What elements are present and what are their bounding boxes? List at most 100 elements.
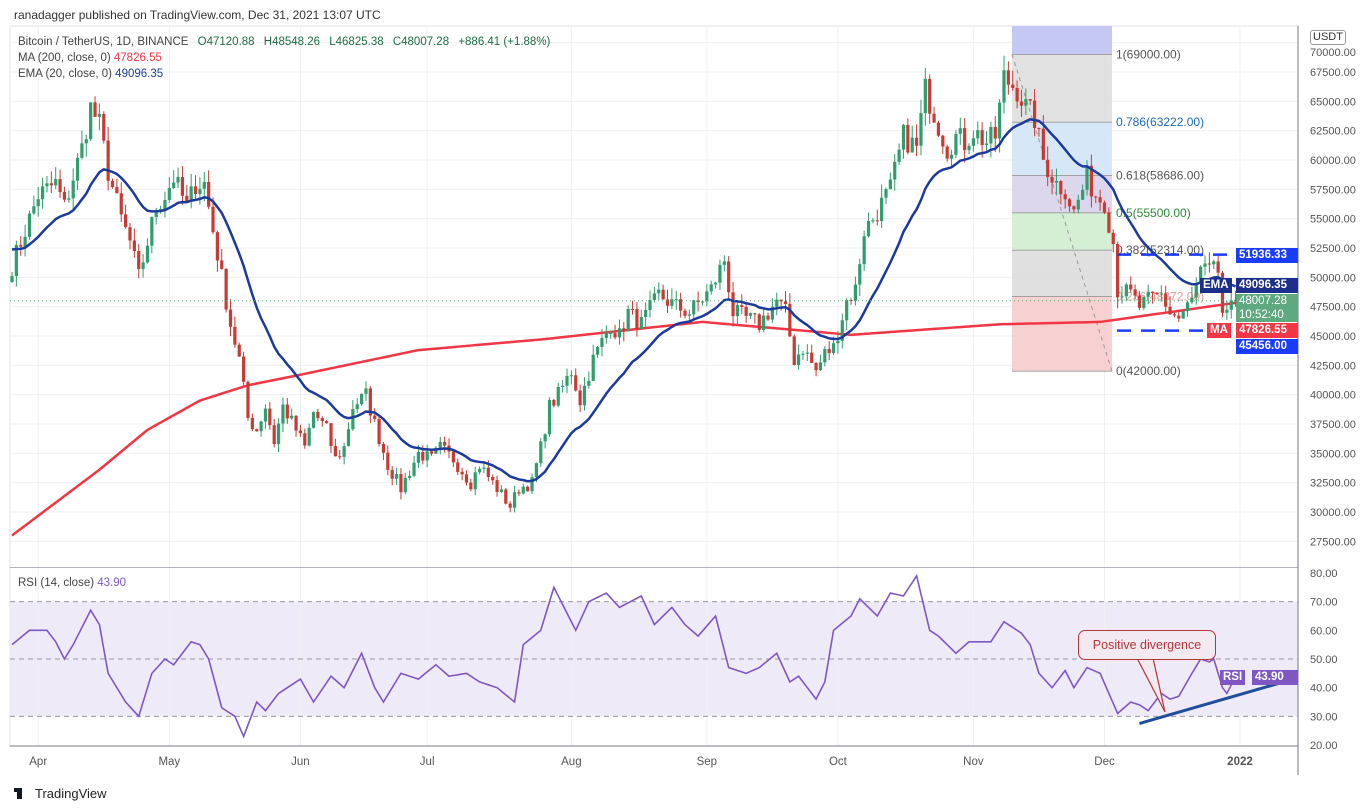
ma-tag-badge: MA xyxy=(1207,323,1231,338)
candle-body xyxy=(831,343,836,354)
candle-body xyxy=(1046,159,1050,178)
candle-body xyxy=(526,486,530,492)
candle-body xyxy=(626,308,630,332)
candle-body xyxy=(622,328,626,332)
candle-body xyxy=(866,220,871,237)
candle-body xyxy=(346,429,351,447)
footer-brand[interactable]: TradingView xyxy=(14,786,107,801)
currency-badge[interactable]: USDT xyxy=(1310,30,1346,45)
candle-body xyxy=(429,451,434,454)
positive-divergence-callout[interactable]: Positive divergence xyxy=(1078,630,1216,660)
candle-body xyxy=(1120,296,1124,298)
candle-body xyxy=(154,210,158,217)
candle-body xyxy=(303,433,307,446)
candle-body xyxy=(740,305,744,307)
candle-body xyxy=(1032,100,1037,129)
candle-body xyxy=(823,349,827,363)
candle-body xyxy=(329,423,333,447)
rsi-trendline[interactable] xyxy=(1139,680,1285,725)
ema20-line[interactable] xyxy=(11,118,1237,483)
candle-body xyxy=(290,415,294,419)
rsi-line[interactable] xyxy=(11,573,1237,739)
price-tick-label: 62500.00 xyxy=(1310,126,1356,138)
candle-body xyxy=(582,385,587,406)
candle-body xyxy=(333,446,337,457)
candle-body xyxy=(403,477,407,493)
candle-body xyxy=(670,299,674,306)
candle-body xyxy=(1168,306,1172,315)
fib-level-label: 0.618(58686.00) xyxy=(1116,168,1204,182)
candle-body xyxy=(377,419,381,444)
ohlc-change: +886.41 (+1.88%) xyxy=(458,36,551,48)
candle-body xyxy=(534,463,538,478)
candle-body xyxy=(897,149,901,162)
candle-body xyxy=(635,308,639,330)
candle-body xyxy=(1002,70,1006,103)
ohlc-open: O47120.88 xyxy=(197,36,255,48)
candle-body xyxy=(1212,261,1216,265)
candle-body xyxy=(963,128,967,151)
candle-body xyxy=(421,451,425,461)
ema-tag-badge: EMA xyxy=(1200,278,1232,293)
candle-body xyxy=(853,284,858,301)
candle-body xyxy=(792,336,796,365)
candle-body xyxy=(923,78,927,114)
candle-body xyxy=(875,220,879,222)
candle-body xyxy=(1089,165,1093,197)
rsi-legend[interactable]: RSI (14, close) 43.90 xyxy=(18,577,126,589)
candle-body xyxy=(954,133,958,155)
candle-body xyxy=(783,301,788,304)
candle-body xyxy=(993,126,997,139)
candle-body xyxy=(521,486,525,494)
candle-body xyxy=(71,180,75,199)
candle-body xyxy=(700,301,705,303)
candle-body xyxy=(661,289,665,300)
ema-legend[interactable]: EMA (20, close, 0) 49096.35 xyxy=(18,68,163,80)
time-tick-label: Jun xyxy=(291,756,310,768)
candle-body xyxy=(591,354,595,381)
candle-body xyxy=(1190,297,1194,303)
tradingview-logo-icon xyxy=(14,788,30,799)
candle-body xyxy=(805,352,809,354)
candle-body xyxy=(1015,87,1019,102)
candle-body xyxy=(652,293,656,301)
time-tick-label: Sep xyxy=(697,756,717,768)
candle-body xyxy=(14,244,18,277)
candle-body xyxy=(1150,291,1155,293)
candle-body xyxy=(604,333,608,338)
candle-body xyxy=(613,333,617,338)
candle-body xyxy=(351,409,355,430)
ema-legend-label: EMA (20, close, 0) xyxy=(18,68,112,80)
ma-legend[interactable]: MA (200, close, 0) 47826.55 xyxy=(18,52,162,64)
candle-body xyxy=(709,284,713,292)
candle-body xyxy=(731,292,735,317)
candle-body xyxy=(565,375,569,386)
candle-body xyxy=(810,352,814,364)
candle-body xyxy=(250,417,254,430)
candle-body xyxy=(945,146,949,159)
candle-body xyxy=(949,154,954,159)
candles xyxy=(10,55,1238,513)
candle-body xyxy=(976,130,980,139)
rsi-tick-label: 70.00 xyxy=(1310,597,1338,609)
candle-body xyxy=(827,349,831,354)
candle-body xyxy=(1107,212,1111,233)
candle-body xyxy=(1063,194,1067,200)
candle-body xyxy=(32,206,36,214)
candle-body xyxy=(211,206,215,233)
candle-body xyxy=(193,186,198,194)
candle-body xyxy=(744,306,748,316)
candle-body xyxy=(919,113,923,146)
rsi-legend-value: 43.90 xyxy=(97,577,127,589)
candle-body xyxy=(600,337,604,348)
candle-body xyxy=(762,315,766,330)
ma-price-badge: 47826.55 xyxy=(1236,323,1298,338)
time-tick-label: Nov xyxy=(963,756,984,768)
fib-band xyxy=(1012,122,1112,176)
candle-body xyxy=(443,441,447,446)
price-tick-label: 52500.00 xyxy=(1310,243,1356,255)
candle-body xyxy=(394,474,399,479)
time-tick-label: Dec xyxy=(1094,756,1115,768)
candle-body xyxy=(215,232,219,261)
